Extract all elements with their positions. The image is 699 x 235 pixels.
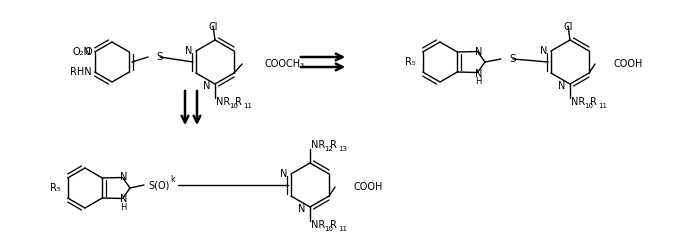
Text: k: k (170, 175, 175, 184)
Text: H: H (475, 77, 482, 86)
Text: R: R (330, 220, 337, 230)
Text: O₂N: O₂N (73, 47, 92, 57)
Text: S(O): S(O) (148, 180, 169, 190)
Text: NR: NR (311, 140, 325, 150)
Text: 10: 10 (324, 226, 333, 232)
Text: 11: 11 (338, 226, 347, 232)
Text: NR: NR (216, 97, 230, 107)
Text: NR: NR (571, 97, 585, 107)
Text: 11: 11 (598, 103, 607, 109)
Text: N: N (475, 68, 482, 78)
Text: N: N (280, 169, 287, 179)
Text: S: S (157, 52, 164, 62)
Text: S: S (510, 54, 517, 64)
Text: N: N (475, 47, 482, 56)
Text: N: N (558, 81, 565, 91)
Text: NR: NR (311, 220, 325, 230)
Text: 13: 13 (338, 146, 347, 152)
Text: 10: 10 (229, 103, 238, 109)
Text: COOCH₃: COOCH₃ (264, 59, 304, 69)
Text: R: R (590, 97, 597, 107)
Text: O: O (84, 47, 92, 57)
Text: N: N (185, 46, 192, 56)
Text: R₅: R₅ (50, 183, 61, 193)
Text: N: N (540, 46, 547, 56)
Text: R: R (330, 140, 337, 150)
Text: 12: 12 (324, 146, 333, 152)
Text: RHN: RHN (70, 67, 92, 77)
Text: R₅: R₅ (405, 57, 416, 67)
Text: 11: 11 (243, 103, 252, 109)
Text: 10: 10 (584, 103, 593, 109)
Text: N: N (203, 81, 210, 91)
Text: COOH: COOH (353, 182, 382, 192)
Text: Cl: Cl (563, 22, 572, 32)
Text: N: N (298, 204, 305, 214)
Text: Cl: Cl (208, 22, 218, 32)
Text: H: H (120, 203, 127, 212)
Text: N: N (120, 195, 127, 204)
Text: COOH: COOH (613, 59, 642, 69)
Text: R: R (235, 97, 242, 107)
Text: N: N (120, 172, 127, 183)
